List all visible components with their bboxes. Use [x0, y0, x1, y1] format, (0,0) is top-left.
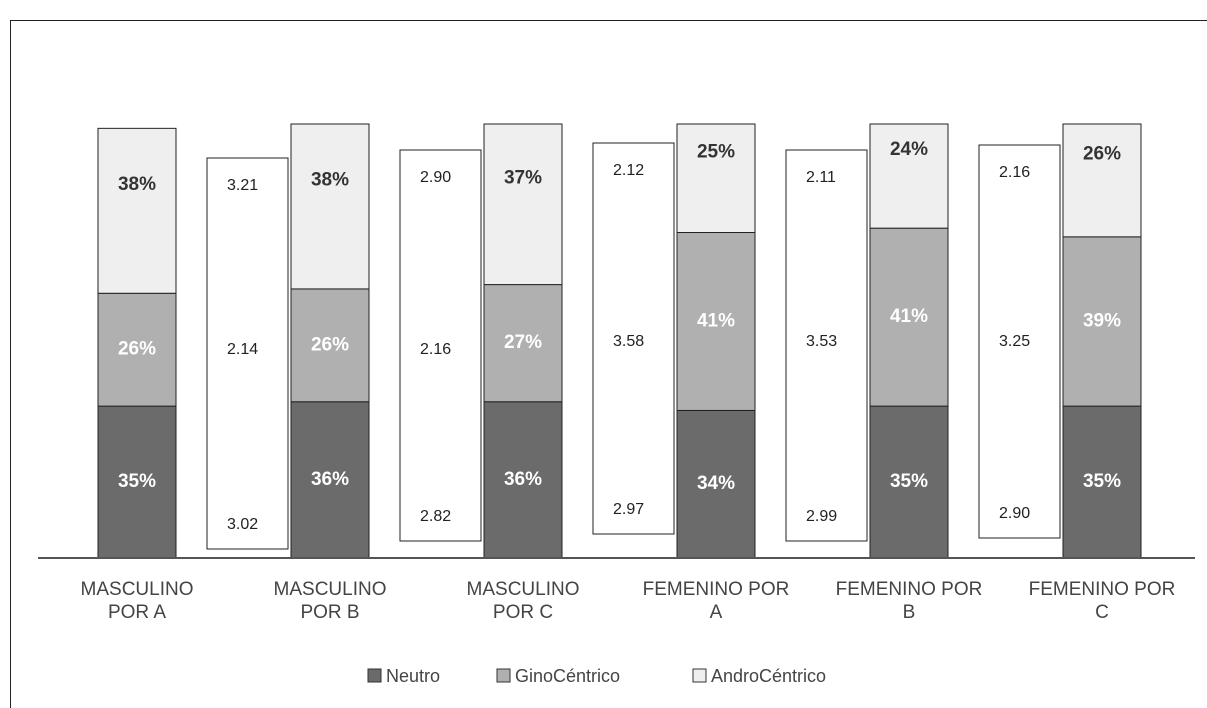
x-tick-label: FEMENINO POR C — [1028, 579, 1176, 623]
data-label: 38% — [118, 174, 156, 195]
data-label: 24% — [890, 139, 928, 160]
bar-segment — [97, 127, 177, 294]
x-tick-label: FEMENINO POR A — [642, 579, 790, 623]
legend-label: GinoCéntrico — [515, 666, 620, 686]
x-tick-label: MASCULINO POR A — [80, 579, 194, 623]
bar-segment — [676, 123, 756, 233]
legend-label: AndroCéntrico — [711, 666, 826, 686]
data-label: 26% — [118, 339, 156, 360]
side-box-value: 2.99 — [806, 508, 837, 525]
data-label: 39% — [1083, 310, 1121, 331]
side-box — [592, 142, 675, 535]
bar-segment — [1062, 123, 1142, 238]
side-box-value: 3.53 — [806, 333, 837, 350]
side-box — [399, 149, 482, 542]
side-box-value: 2.12 — [613, 162, 644, 179]
bar-segment — [1062, 236, 1142, 407]
bar-segment — [483, 123, 563, 286]
bar-segment — [869, 227, 949, 407]
data-label: 35% — [1083, 471, 1121, 492]
data-label: 36% — [311, 469, 349, 490]
side-box-value: 2.16 — [420, 341, 451, 358]
data-label: 41% — [697, 310, 735, 331]
data-label: 36% — [504, 469, 542, 490]
data-label: 38% — [311, 169, 349, 190]
side-box-value: 3.02 — [227, 516, 258, 533]
bar-segment — [676, 409, 756, 559]
legend-swatch — [692, 668, 707, 683]
side-box — [978, 144, 1061, 539]
data-label: 41% — [890, 306, 928, 327]
frame — [10, 20, 1207, 708]
side-box-value: 2.16 — [999, 164, 1030, 181]
legend-swatch — [367, 668, 382, 683]
side-box-value: 3.58 — [613, 333, 644, 350]
side-box-value: 3.25 — [999, 333, 1030, 350]
side-box-value: 2.97 — [613, 501, 644, 518]
side-box — [785, 149, 868, 542]
side-box-value: 2.82 — [420, 508, 451, 525]
data-label: 26% — [311, 334, 349, 355]
data-label: 27% — [504, 332, 542, 353]
data-label: 34% — [697, 473, 735, 494]
side-box-value: 2.11 — [806, 169, 836, 186]
data-label: 35% — [890, 471, 928, 492]
bar-segment — [97, 292, 177, 407]
data-label: 26% — [1083, 143, 1121, 164]
side-box-value: 2.14 — [227, 341, 258, 358]
x-tick-label: FEMENINO POR B — [835, 579, 983, 623]
side-box-value: 3.21 — [227, 177, 258, 194]
x-tick-label: MASCULINO POR B — [273, 579, 387, 623]
side-box-value: 2.90 — [420, 169, 451, 186]
bar-segment — [869, 123, 949, 229]
x-tick-label: MASCULINO POR C — [466, 579, 580, 623]
data-label: 25% — [697, 141, 735, 162]
data-label: 35% — [118, 471, 156, 492]
side-box-value: 2.90 — [999, 505, 1030, 522]
bar-segment — [290, 123, 370, 290]
data-label: 37% — [504, 167, 542, 188]
side-box — [206, 157, 289, 550]
bar-segment — [869, 405, 949, 559]
legend-label: Neutro — [386, 666, 440, 686]
legend-swatch — [496, 668, 511, 683]
